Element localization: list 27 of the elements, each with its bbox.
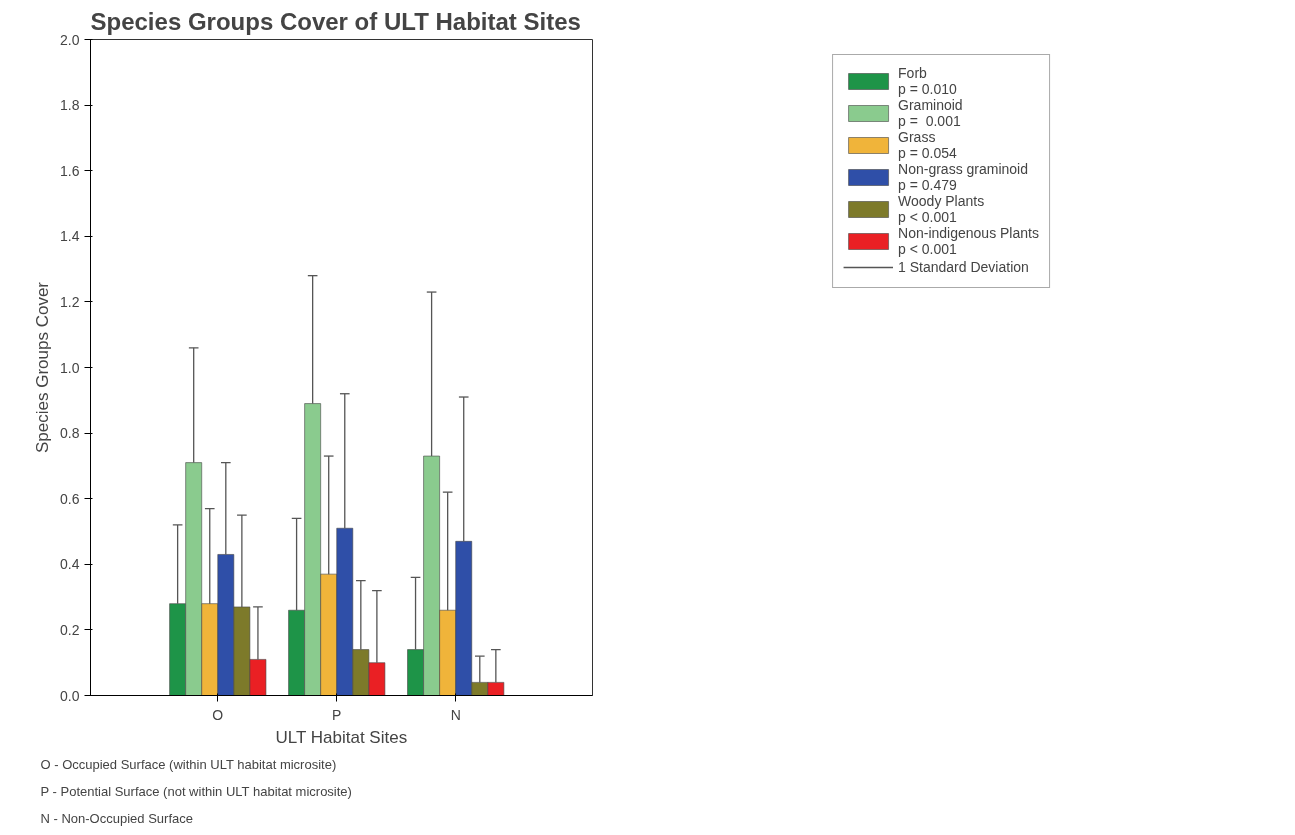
y-tick-label: 0.2 <box>60 621 80 638</box>
y-tick-label: 0.8 <box>60 425 80 442</box>
y-tick-label: 1.6 <box>60 162 80 179</box>
y-tick-label: 0.4 <box>60 556 80 573</box>
y-tick-label: 2.0 <box>60 31 80 48</box>
y-tick-label: 1.8 <box>60 97 80 114</box>
x-tick-label: P <box>332 706 342 723</box>
y-tick-label: 0.0 <box>60 687 80 704</box>
y-tick-label: 1.2 <box>60 293 80 310</box>
legend-label: Grass p = 0.054 <box>898 129 957 161</box>
chart-title: Species Groups Cover of ULT Habitat Sites <box>90 7 581 35</box>
x-tick-label: N <box>450 706 461 723</box>
y-tick-label: 1.0 <box>60 359 80 376</box>
legend-label: Non-grass graminoid p = 0.479 <box>898 161 1029 193</box>
y-axis-title: Species Groups Cover <box>33 281 53 454</box>
text: O - Occupied Surface (within ULT habitat microsite) <box>40 756 337 772</box>
text: N - Non-Occupied Surface <box>40 810 193 826</box>
x-tick-label: O <box>212 706 224 723</box>
text: 1 Standard Deviation <box>898 258 1029 276</box>
legend-label: Graminoid p = 0.001 <box>898 97 963 129</box>
text: P - Potential Surface (not within ULT habitat microsite) <box>40 783 352 799</box>
x-axis-title: ULT Habitat Sites <box>275 727 408 747</box>
legend-label: Woody Plants p < 0.001 <box>898 193 985 225</box>
y-tick-label: 0.6 <box>60 490 80 507</box>
legend-label: Non-indigenous Plants p < 0.001 <box>898 225 1039 257</box>
y-tick-label: 1.4 <box>60 228 80 245</box>
legend-label: Forb p = 0.010 <box>898 65 957 97</box>
